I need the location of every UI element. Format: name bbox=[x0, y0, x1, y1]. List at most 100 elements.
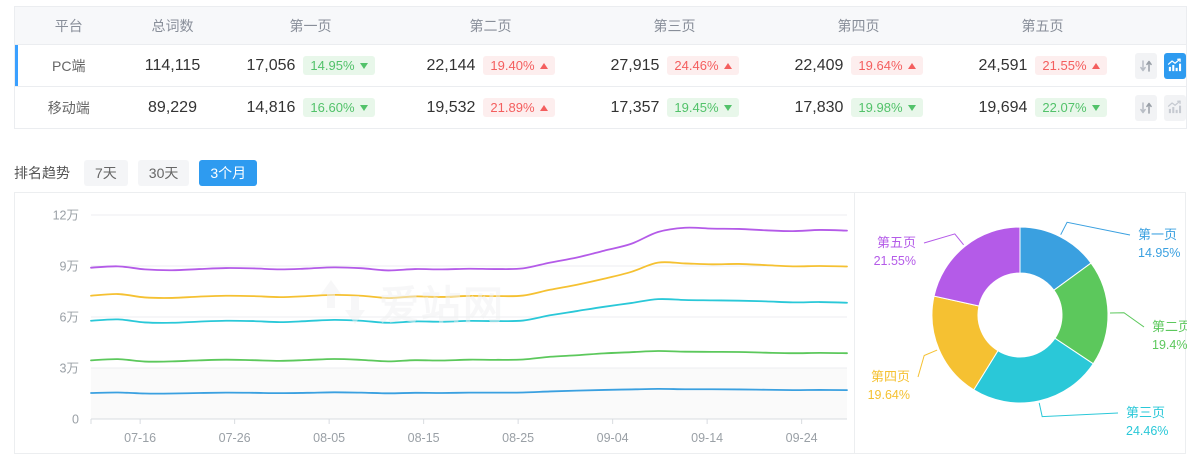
x-axis-tick-label: 07-26 bbox=[219, 431, 251, 445]
page-count-value: 27,915 bbox=[610, 56, 660, 74]
page-share-value: 19.64% bbox=[858, 58, 903, 73]
page-distribution-donut-chart: 第一页 14.95% 第二页 19.4% 第三页 24.46% 第四页 19.64% 第五页 21… bbox=[868, 221, 1187, 438]
x-axis-tick-label: 09-24 bbox=[786, 431, 818, 445]
line-series bbox=[90, 261, 848, 299]
triangle-up-icon bbox=[539, 104, 548, 111]
page-share-value: 24.46% bbox=[674, 58, 719, 73]
cell-page4: 22,409 19.64% bbox=[766, 44, 951, 87]
page-share-value: 16.60% bbox=[310, 100, 355, 115]
x-axis-tick-label: 09-04 bbox=[597, 431, 629, 445]
page-share-badge: 19.98% bbox=[851, 98, 923, 117]
donut-leader-line bbox=[1038, 402, 1119, 418]
page-share-value: 19.40% bbox=[490, 58, 535, 73]
rank-table-container: 平台 总词数 第一页 第二页 第三页 第四页 第五页 PC端 114,115 17,… bbox=[14, 6, 1187, 129]
trend-range-30d[interactable]: 30天 bbox=[137, 159, 190, 187]
cell-page2: 22,144 19.40% bbox=[398, 44, 583, 87]
col-header-page3: 第三页 bbox=[582, 6, 767, 45]
page-count-value: 19,532 bbox=[426, 98, 476, 116]
page-metric: 17,830 19.98% bbox=[767, 98, 951, 117]
donut-slice-percent: 24.46% bbox=[1126, 424, 1168, 438]
cell-actions bbox=[1134, 44, 1187, 87]
table-row[interactable]: 移动端 89,229 14,816 16.60% 19,532 21.89% 17,357 1… bbox=[14, 86, 1187, 129]
page-metric: 14,816 16.60% bbox=[223, 98, 399, 117]
trend-range-3m[interactable]: 3个月 bbox=[199, 159, 258, 187]
col-header-page1: 第一页 bbox=[222, 6, 399, 45]
page-count-value: 22,144 bbox=[426, 56, 476, 74]
bar-chart-icon[interactable] bbox=[1163, 52, 1186, 79]
page-share-value: 14.95% bbox=[310, 58, 355, 73]
donut-slice bbox=[933, 226, 1021, 307]
page-count-value: 17,056 bbox=[246, 56, 296, 74]
line-series bbox=[90, 388, 848, 395]
y-axis-tick-label: 3万 bbox=[60, 362, 79, 376]
donut-slice-label: 第五页 bbox=[877, 235, 916, 250]
table-body: PC端 114,115 17,056 14.95% 22,144 19.40% 27,915… bbox=[14, 44, 1187, 129]
rank-trend-line-chart: 0 3万 6万 9万 12万 07-16 07-26 08-05 08-15 08-25 09-04… bbox=[53, 209, 848, 445]
page-share-badge: 21.55% bbox=[1035, 56, 1107, 75]
page-count-value: 17,357 bbox=[610, 98, 660, 116]
table-header: 平台 总词数 第一页 第二页 第三页 第四页 第五页 bbox=[14, 6, 1187, 45]
col-header-total: 总词数 bbox=[122, 6, 223, 45]
x-axis-tick-label: 08-05 bbox=[313, 431, 345, 445]
cell-page5: 19,694 22.07% bbox=[950, 86, 1135, 129]
cell-total-keywords: 114,115 bbox=[122, 44, 223, 87]
page-share-badge: 21.89% bbox=[483, 98, 555, 117]
triangle-down-icon bbox=[723, 104, 732, 111]
x-axis-tick-label: 08-25 bbox=[502, 431, 534, 445]
col-header-page5: 第五页 bbox=[950, 6, 1135, 45]
cell-actions bbox=[1134, 86, 1187, 129]
total-keywords-value: 114,115 bbox=[144, 56, 201, 74]
page-metric: 22,144 19.40% bbox=[399, 56, 583, 75]
page-metric: 27,915 24.46% bbox=[583, 56, 767, 75]
page-share-badge: 19.64% bbox=[851, 56, 923, 75]
donut-slice-label: 第一页 bbox=[1138, 227, 1177, 242]
donut-slice-label: 第四页 bbox=[871, 369, 910, 384]
page-share-value: 19.45% bbox=[674, 100, 719, 115]
sort-arrows-icon[interactable] bbox=[1134, 52, 1157, 79]
cell-page1: 14,816 16.60% bbox=[222, 86, 399, 129]
row-actions bbox=[1134, 52, 1186, 79]
page-share-badge: 14.95% bbox=[303, 56, 375, 75]
page-share-badge: 22.07% bbox=[1035, 98, 1107, 117]
donut-slice-percent: 19.64% bbox=[868, 388, 910, 402]
page-metric: 19,532 21.89% bbox=[399, 98, 583, 117]
page-metric: 19,694 22.07% bbox=[951, 98, 1135, 117]
page-share-badge: 24.46% bbox=[667, 56, 739, 75]
y-axis-tick-label: 6万 bbox=[60, 311, 79, 325]
page-share-value: 21.55% bbox=[1042, 58, 1087, 73]
cell-page2: 19,532 21.89% bbox=[398, 86, 583, 129]
triangle-up-icon bbox=[907, 62, 916, 69]
line-chart-panel: 爱站网 0 3万 6万 9万 12万 07-16 07-26 08-05 08-15 08-25 0… bbox=[14, 192, 854, 454]
page-share-value: 22.07% bbox=[1042, 100, 1087, 115]
table-row[interactable]: PC端 114,115 17,056 14.95% 22,144 19.40% 27,915… bbox=[14, 44, 1187, 87]
charts-row: 爱站网 0 3万 6万 9万 12万 07-16 07-26 08-05 08-15 08-25 0… bbox=[14, 192, 1187, 454]
cell-platform: 移动端 bbox=[14, 86, 123, 129]
col-header-actions bbox=[1134, 6, 1187, 45]
cell-page4: 17,830 19.98% bbox=[766, 86, 951, 129]
total-keywords-value: 89,229 bbox=[148, 98, 197, 116]
page-share-badge: 19.40% bbox=[483, 56, 555, 75]
donut-slice-percent: 19.4% bbox=[1152, 338, 1187, 352]
line-series bbox=[90, 226, 848, 272]
donut-slice-percent: 14.95% bbox=[1138, 246, 1180, 260]
page-share-badge: 16.60% bbox=[303, 98, 375, 117]
cell-page1: 17,056 14.95% bbox=[222, 44, 399, 87]
page-metric: 17,056 14.95% bbox=[223, 56, 399, 75]
col-header-page4: 第四页 bbox=[766, 6, 951, 45]
y-axis-tick-label: 9万 bbox=[60, 260, 79, 274]
page-count-value: 22,409 bbox=[794, 56, 844, 74]
donut-leader-line bbox=[1060, 221, 1131, 236]
donut-leader-line bbox=[923, 233, 964, 246]
donut-slice-percent: 21.55% bbox=[874, 254, 916, 268]
triangle-down-icon bbox=[907, 104, 916, 111]
table-header-row: 平台 总词数 第一页 第二页 第三页 第四页 第五页 bbox=[14, 6, 1187, 45]
page-count-value: 24,591 bbox=[978, 56, 1028, 74]
trend-range-7d[interactable]: 7天 bbox=[84, 159, 128, 187]
triangle-down-icon bbox=[1091, 104, 1100, 111]
sort-arrows-icon[interactable] bbox=[1134, 94, 1157, 121]
line-series bbox=[90, 298, 848, 324]
donut-slice-label: 第三页 bbox=[1126, 405, 1165, 420]
cell-page5: 24,591 21.55% bbox=[950, 44, 1135, 87]
bar-chart-icon[interactable] bbox=[1163, 94, 1186, 121]
